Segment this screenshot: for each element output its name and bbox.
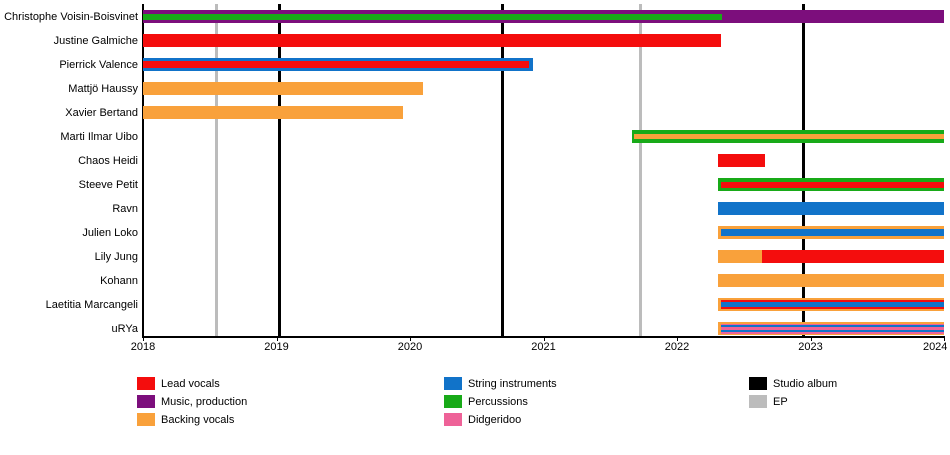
lead-vocals-color-swatch — [137, 377, 155, 390]
x-axis-tick-label: 2018 — [130, 341, 156, 353]
role-bar-lead-vocals — [762, 250, 944, 263]
member-label: Steeve Petit — [78, 178, 138, 191]
x-axis-tick — [944, 337, 945, 341]
role-bar-lead-vocals — [721, 181, 944, 188]
role-bar-didgeridoo — [721, 327, 944, 330]
role-bar-backing-vocals — [143, 82, 424, 95]
legend-label: Lead vocals — [161, 378, 220, 390]
role-bar-string-instruments — [721, 302, 944, 307]
studio-album-line — [500, 4, 504, 336]
x-axis-tick-label: 2019 — [264, 341, 289, 353]
role-bar-backing-vocals — [718, 274, 944, 287]
x-axis-tick-label: 2023 — [798, 341, 823, 353]
legend-label: Backing vocals — [161, 414, 235, 426]
x-axis-tick-label: 2020 — [397, 341, 423, 353]
studio-album-line — [277, 4, 281, 336]
role-bar-percussions — [143, 13, 723, 20]
role-bar-string-instruments — [718, 202, 944, 215]
member-label: Chaos Heidi — [78, 154, 138, 167]
role-bar-backing-vocals — [143, 106, 404, 119]
role-bar-backing-vocals — [718, 250, 763, 263]
x-axis-tick-label: 2022 — [664, 341, 690, 353]
percussions-color-swatch — [444, 395, 462, 408]
legend-label: EP — [773, 396, 788, 408]
x-axis-tick — [276, 337, 278, 341]
string-instruments-color-swatch — [444, 377, 462, 390]
member-label: Ravn — [112, 202, 138, 215]
legend-label: Didgeridoo — [468, 414, 522, 426]
member-label: Mattjö Haussy — [68, 82, 138, 95]
member-label: Julien Loko — [82, 226, 138, 239]
ep-release-line — [214, 4, 218, 336]
y-axis-line — [142, 4, 144, 336]
studio-album-line — [802, 4, 806, 336]
didgeridoo-color-swatch — [444, 413, 462, 426]
member-label: Justine Galmiche — [53, 34, 138, 47]
member-label: Marti Ilmar Uibo — [60, 130, 138, 143]
role-bar-backing-vocals — [634, 134, 944, 139]
role-bar-lead-vocals — [718, 154, 766, 167]
member-label: Christophe Voisin-Boisvinet — [4, 10, 138, 23]
studio-album-color-swatch — [749, 377, 767, 390]
role-bar-lead-vocals — [143, 61, 529, 68]
x-axis-tick — [543, 337, 545, 341]
role-bar-string-instruments — [721, 229, 944, 236]
member-label: Pierrick Valence — [59, 58, 138, 71]
ep-release-line — [639, 4, 643, 336]
member-label: Xavier Bertand — [65, 106, 138, 119]
legend-label: Percussions — [468, 396, 528, 408]
legend-label: Music, production — [161, 396, 248, 408]
member-label: Kohann — [100, 274, 138, 287]
x-axis-tick — [410, 337, 411, 341]
x-axis-tick-label: 2021 — [531, 341, 556, 353]
music-production-color-swatch — [137, 395, 155, 408]
member-label: uRYa — [111, 322, 138, 335]
x-axis-tick-label: 2024 — [922, 341, 948, 353]
x-axis-tick — [810, 337, 812, 341]
legend-label: String instruments — [468, 378, 557, 390]
member-label: Lily Jung — [94, 250, 138, 263]
role-bar-lead-vocals — [143, 34, 722, 47]
x-axis-line — [142, 336, 945, 338]
legend-label: Studio album — [773, 378, 838, 390]
x-axis-tick — [677, 337, 678, 341]
backing-vocals-color-swatch — [137, 413, 155, 426]
ep-color-swatch — [749, 395, 767, 408]
member-label: Laetitia Marcangeli — [45, 298, 138, 311]
x-axis-tick — [143, 337, 144, 341]
